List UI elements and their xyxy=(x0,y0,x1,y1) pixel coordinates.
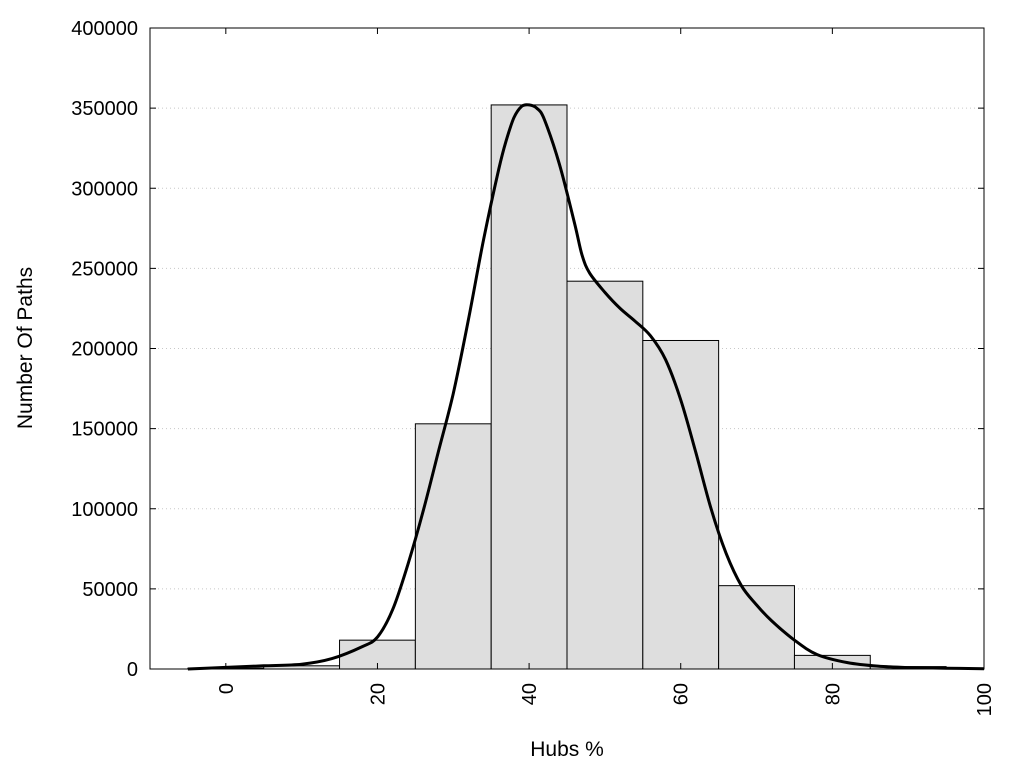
x-axis: 0 20 40 60 80 100 xyxy=(216,28,996,716)
y-tick-label: 150000 xyxy=(71,419,138,441)
y-axis: 0 50000 100000 150000 200000 250000 300000 3500… xyxy=(71,18,984,681)
histogram-bar xyxy=(414,423,492,670)
y-tick-label: 100000 xyxy=(71,499,138,521)
y-tick-label: 350000 xyxy=(71,98,138,120)
x-tick-label: 0 xyxy=(216,683,238,694)
histogram-bar xyxy=(718,585,795,670)
y-tick-label: 300000 xyxy=(71,178,138,200)
y-tick-label: 50000 xyxy=(82,579,138,601)
histogram-bar xyxy=(490,104,568,670)
x-tick-label: 40 xyxy=(519,683,541,705)
y-tick-label: 400000 xyxy=(71,18,138,40)
x-tick-label: 20 xyxy=(367,683,389,705)
histogram-bar xyxy=(642,339,720,670)
histogram-bar xyxy=(566,280,644,670)
y-tick-label: 200000 xyxy=(71,339,138,361)
y-axis-title: Number Of Paths xyxy=(14,267,37,429)
x-tick-label: 100 xyxy=(974,683,996,716)
density-curve xyxy=(187,103,985,671)
y-tick-label: 0 xyxy=(127,659,138,681)
x-axis-title: Hubs % xyxy=(530,738,604,761)
x-tick-label: 80 xyxy=(822,683,844,705)
y-tick-label: 250000 xyxy=(71,258,138,280)
x-tick-label: 60 xyxy=(671,683,693,705)
